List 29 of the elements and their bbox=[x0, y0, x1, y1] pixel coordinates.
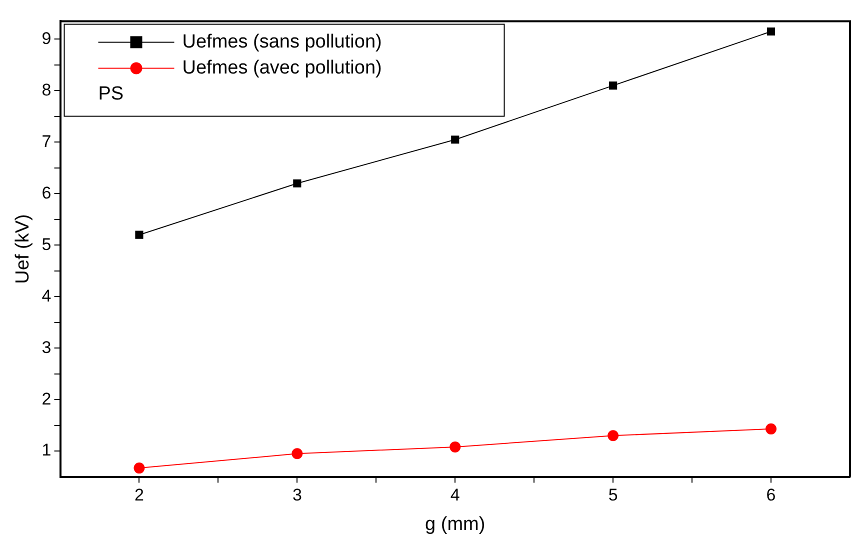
y-tick-label: 8 bbox=[42, 80, 52, 100]
point bbox=[451, 136, 460, 144]
y-tick-label: 2 bbox=[42, 389, 52, 408]
legend-label: Uefmes (sans pollution) bbox=[182, 31, 382, 52]
point bbox=[134, 462, 145, 474]
point bbox=[608, 430, 619, 442]
legend-label: Uefmes (avec pollution) bbox=[182, 57, 382, 78]
y-tick-label: 3 bbox=[42, 338, 52, 357]
point bbox=[292, 448, 303, 460]
y-tick-label: 7 bbox=[42, 132, 52, 151]
legend-title: PS bbox=[98, 83, 124, 104]
x-tick-label: 3 bbox=[292, 486, 302, 505]
y-tick-label: 5 bbox=[42, 234, 52, 254]
y-tick-label: 6 bbox=[42, 183, 52, 202]
x-axis-title: g (mm) bbox=[425, 514, 486, 535]
x-tick-label: 4 bbox=[450, 486, 460, 505]
point bbox=[609, 82, 618, 90]
x-tick-label: 5 bbox=[608, 486, 618, 505]
x-tick-label: 6 bbox=[766, 486, 776, 505]
x-tick-label: 2 bbox=[134, 486, 144, 505]
y-tick-label: 4 bbox=[42, 286, 52, 306]
point bbox=[766, 27, 776, 36]
y-tick-label: 9 bbox=[42, 28, 52, 48]
point bbox=[766, 423, 777, 434]
y-axis-title: Uef (kV) bbox=[12, 214, 34, 284]
point bbox=[450, 441, 461, 452]
point bbox=[135, 230, 144, 239]
point bbox=[293, 179, 302, 188]
y-tick-label: 1 bbox=[42, 440, 52, 460]
